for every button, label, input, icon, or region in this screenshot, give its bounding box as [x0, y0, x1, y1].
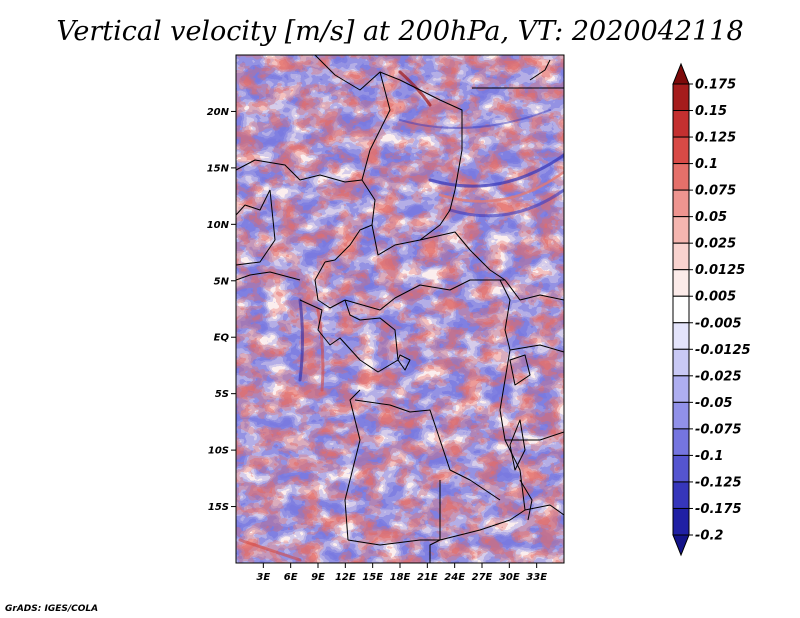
colorbar-label: 0.005	[695, 290, 736, 305]
colorbar-bin	[672, 136, 690, 165]
x-tick-label: 27E	[472, 572, 493, 583]
x-tick-label: 33E	[526, 572, 547, 583]
colorbar-arrow-bottom	[672, 534, 690, 557]
colorbar-bin	[672, 481, 690, 509]
colorbar-bin	[672, 189, 690, 218]
x-tick-label: 12E	[335, 572, 356, 583]
colorbar-bin	[672, 163, 690, 191]
colorbar-bin	[672, 375, 690, 403]
colorbar-label: 0.125	[695, 131, 736, 146]
y-tick-label: 5S	[215, 389, 229, 400]
x-tick-label: 9E	[311, 572, 325, 583]
y-tick-label: EQ	[214, 333, 230, 344]
y-tick-label: 15S	[208, 502, 229, 513]
colorbar-label: 0.15	[695, 104, 727, 119]
x-tick-label: 24E	[444, 572, 465, 583]
colorbar-label: -0.05	[695, 396, 732, 411]
colorbar-label: -0.005	[695, 316, 742, 331]
colorbar-label: -0.1	[695, 449, 723, 464]
colorbar-label: 0.025	[695, 237, 736, 252]
x-tick-label: 15E	[362, 572, 383, 583]
colorbar-label: -0.175	[695, 502, 742, 517]
colorbar-label: 0.075	[695, 184, 736, 199]
colorbar-label: 0.0125	[695, 263, 745, 278]
y-tick-label: 10N	[207, 220, 230, 231]
colorbar-label: -0.2	[695, 529, 723, 544]
field-positive-cells	[236, 55, 564, 563]
y-tick-label: 10S	[208, 446, 229, 457]
colorbar-label: -0.025	[695, 369, 742, 384]
colorbar-bin	[672, 110, 690, 138]
y-tick-label: 5N	[214, 276, 230, 287]
colorbar-bin	[672, 269, 690, 297]
colorbar-bin	[672, 348, 690, 377]
colorbar-bin	[672, 322, 690, 350]
x-tick-label: 6E	[284, 572, 298, 583]
y-axis: 20N 15N 10N 5N EQ 5S 10S 15S	[207, 107, 236, 513]
colorbar-bin	[672, 295, 690, 324]
y-tick-label: 15N	[207, 163, 230, 174]
x-tick-label: 30E	[499, 572, 520, 583]
x-tick-label: 3E	[256, 572, 270, 583]
colorbar-label: 0.05	[695, 210, 727, 225]
x-tick-label: 21E	[417, 572, 438, 583]
colorbar-bin	[672, 507, 690, 536]
colorbar-bin	[672, 454, 690, 483]
colorbar-bin	[672, 83, 690, 112]
plot-area	[236, 55, 564, 563]
y-tick-label: 20N	[207, 107, 230, 118]
colorbar-label: 0.175	[695, 78, 736, 93]
colorbar-bin	[672, 216, 690, 244]
colorbar: 0.175 0.15 0.125 0.1 0.075 0.05 0.025 0.0125 0.0…	[672, 62, 751, 557]
colorbar-arrow-top	[672, 62, 690, 85]
colorbar-label: -0.075	[695, 422, 742, 437]
country-borders	[236, 55, 564, 563]
colorbar-bin	[672, 401, 690, 430]
x-axis: 3E 6E 9E 12E 15E 18E 21E 24E 27E 30E 33E	[256, 563, 547, 583]
x-tick-label: 18E	[390, 572, 411, 583]
colorbar-label: -0.0125	[695, 343, 751, 358]
grads-credit: GrADS: IGES/COLA	[5, 604, 98, 614]
colorbar-bin	[672, 242, 690, 271]
colorbar-label: 0.1	[695, 157, 718, 172]
colorbar-label: -0.125	[695, 475, 742, 490]
chart-title: Vertical velocity [m/s] at 200hPa, VT: 2…	[56, 16, 743, 47]
colorbar-bin	[672, 428, 690, 456]
